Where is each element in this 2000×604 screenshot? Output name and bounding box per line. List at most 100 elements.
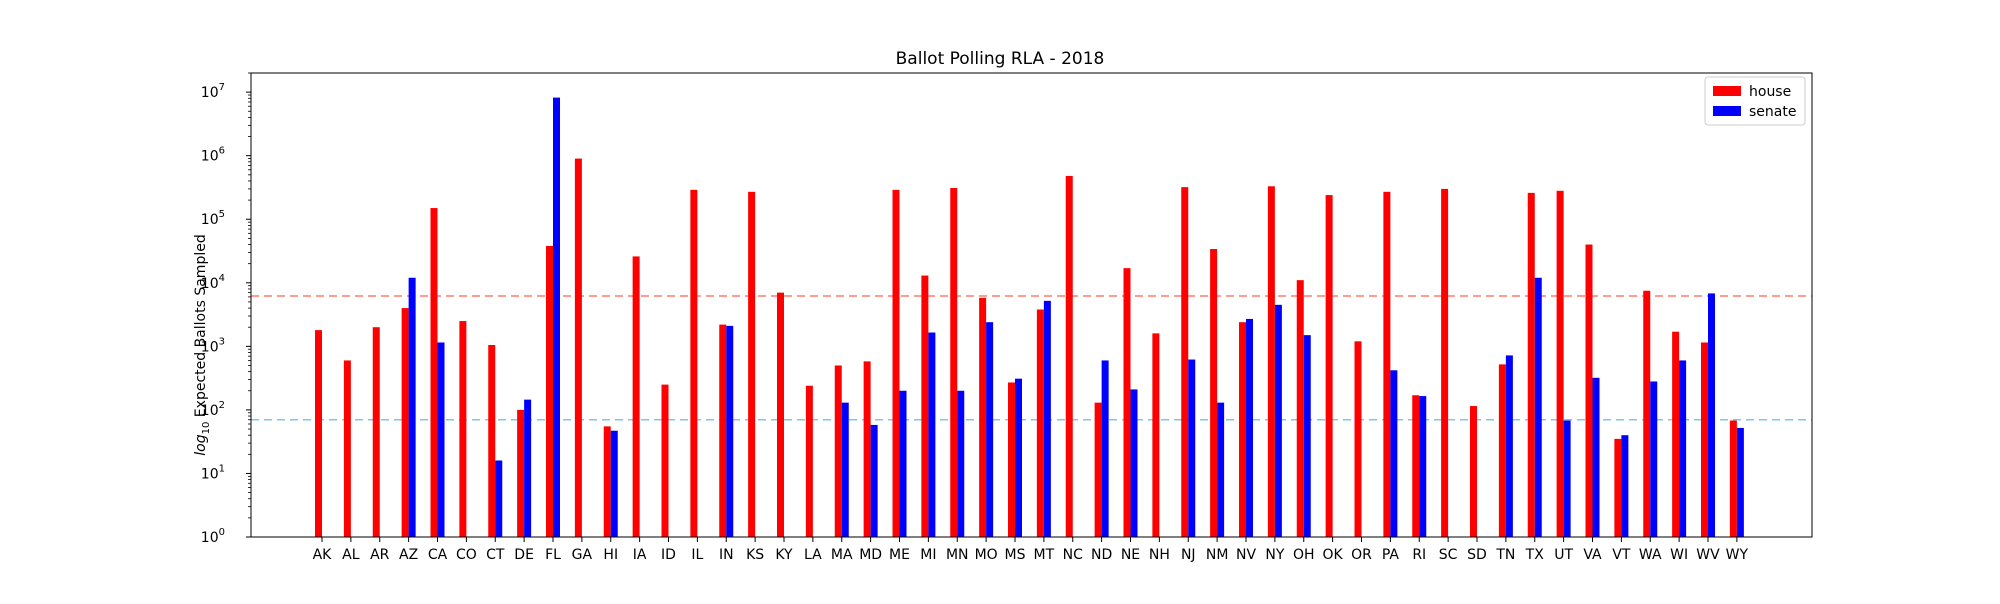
x-tick-label-MI: MI xyxy=(920,547,936,563)
x-tick-label-AK: AK xyxy=(313,547,333,563)
x-tick-label-NV: NV xyxy=(1236,547,1256,563)
bar-house-CO xyxy=(459,321,467,537)
bar-house-MO xyxy=(979,297,987,537)
bar-house-KY xyxy=(777,292,784,537)
y-tick-label-1: 101 xyxy=(201,463,225,482)
x-tick-label-KS: KS xyxy=(746,547,764,563)
bar-senate-NY xyxy=(1274,304,1282,537)
reference-lines-layer xyxy=(251,295,1812,421)
bar-house-IN xyxy=(719,324,727,537)
bar-senate-CA xyxy=(437,342,445,537)
bar-house-VT xyxy=(1614,438,1622,537)
bar-senate-IN xyxy=(726,325,734,537)
bar-house-NV xyxy=(1239,322,1246,537)
bar-house-NM xyxy=(1210,249,1218,537)
bar-senate-CT xyxy=(495,460,503,537)
bar-house-WI xyxy=(1672,331,1680,537)
bar-senate-DE xyxy=(524,399,532,537)
y-tick-label-0: 100 xyxy=(201,527,225,546)
bar-senate-AZ xyxy=(408,277,416,537)
bar-house-CA xyxy=(430,208,438,538)
y-axis-title: log10 Expected Ballots Sampled xyxy=(193,234,212,455)
x-tick-label-NH: NH xyxy=(1149,547,1170,563)
x-tick-label-ID: ID xyxy=(661,547,676,563)
bar-senate-HI xyxy=(610,430,618,537)
bar-senate-WI xyxy=(1679,360,1687,537)
y-tick-label-4: 104 xyxy=(201,273,225,292)
x-tick-label-AR: AR xyxy=(370,547,390,563)
x-tick-label-DE: DE xyxy=(514,547,534,563)
x-tick-label-MD: MD xyxy=(859,547,882,563)
x-tick-label-OR: OR xyxy=(1351,547,1372,563)
bar-senate-MN xyxy=(957,390,965,537)
x-tick-label-SC: SC xyxy=(1439,547,1458,563)
bar-senate-VT xyxy=(1621,435,1629,537)
x-tick-label-MT: MT xyxy=(1034,547,1055,563)
chart-legend: house senate xyxy=(1704,76,1806,126)
bar-senate-TN xyxy=(1505,355,1513,537)
bar-house-WY xyxy=(1729,420,1737,537)
x-tick-label-ME: ME xyxy=(889,547,910,563)
bar-house-OR xyxy=(1354,341,1362,537)
bar-house-NC xyxy=(1065,175,1073,538)
x-tick-label-NC: NC xyxy=(1063,547,1083,563)
bar-senate-NJ xyxy=(1188,359,1196,537)
bar-senate-NE xyxy=(1130,389,1138,537)
bar-senate-MS xyxy=(1015,378,1022,537)
legend-swatch-house xyxy=(1713,86,1741,96)
x-tick-label-AL: AL xyxy=(342,547,360,563)
bar-senate-MO xyxy=(986,322,994,537)
x-tick-label-MA: MA xyxy=(831,547,853,563)
x-tick-label-NM: NM xyxy=(1206,547,1229,563)
bar-senate-ME xyxy=(899,390,907,537)
x-tick-label-OK: OK xyxy=(1323,547,1344,563)
bar-house-WV xyxy=(1701,342,1708,537)
x-tick-label-WI: WI xyxy=(1670,547,1688,563)
x-tick-label-VT: VT xyxy=(1612,547,1631,563)
x-tick-label-FL: FL xyxy=(545,547,561,563)
bar-house-NE xyxy=(1123,268,1131,537)
bar-senate-FL xyxy=(553,97,560,538)
y-tick-label-7: 107 xyxy=(201,82,225,101)
legend-label-senate: senate xyxy=(1749,104,1796,120)
y-tick-label-5: 105 xyxy=(201,209,225,228)
bar-house-NH xyxy=(1152,333,1160,537)
x-tick-label-MS: MS xyxy=(1005,547,1026,563)
bar-senate-NM xyxy=(1217,402,1225,537)
bar-house-PA xyxy=(1383,191,1391,537)
y-axis-title-suffix: Expected Ballots Sampled xyxy=(193,234,209,421)
x-tick-label-NJ: NJ xyxy=(1181,547,1196,563)
y-axis-title-subscript: 10 xyxy=(201,422,212,435)
x-tick-label-MN: MN xyxy=(946,547,969,563)
x-tick-label-KY: KY xyxy=(775,547,793,563)
bar-house-IL xyxy=(690,189,698,538)
bar-house-MS xyxy=(1008,382,1015,537)
bar-house-UT xyxy=(1556,190,1564,537)
x-tick-label-WA: WA xyxy=(1639,547,1662,563)
bar-senate-WV xyxy=(1708,293,1715,537)
bar-house-MI xyxy=(921,275,929,537)
x-tick-label-MO: MO xyxy=(975,547,998,563)
axes-layer: AK AL AR AZ CA CO CT DE FL GA HI IA ID IL IN KS KY LA MA MD… xyxy=(201,72,1813,563)
bar-house-GA xyxy=(574,158,582,537)
bar-house-TX xyxy=(1527,192,1535,537)
bar-house-MN xyxy=(950,188,958,537)
bar-house-AK xyxy=(315,330,322,537)
bar-house-KS xyxy=(748,191,756,537)
y-axis-title-prefix: log xyxy=(193,434,209,455)
bar-house-AL xyxy=(343,360,351,537)
bar-house-AR xyxy=(372,327,380,537)
x-tick-label-AZ: AZ xyxy=(399,547,418,563)
bar-senate-TX xyxy=(1534,277,1542,537)
bar-house-RI xyxy=(1412,395,1420,537)
bar-house-OK xyxy=(1325,195,1333,537)
x-tick-label-IN: IN xyxy=(719,547,734,563)
x-tick-label-NY: NY xyxy=(1265,547,1284,563)
x-tick-label-IA: IA xyxy=(633,547,647,563)
legend-label-house: house xyxy=(1749,84,1791,100)
bar-senate-MA xyxy=(841,402,849,537)
legend-swatch-senate xyxy=(1713,106,1741,116)
y-tick-label-6: 106 xyxy=(201,146,225,165)
x-tick-label-GA: GA xyxy=(572,547,593,563)
